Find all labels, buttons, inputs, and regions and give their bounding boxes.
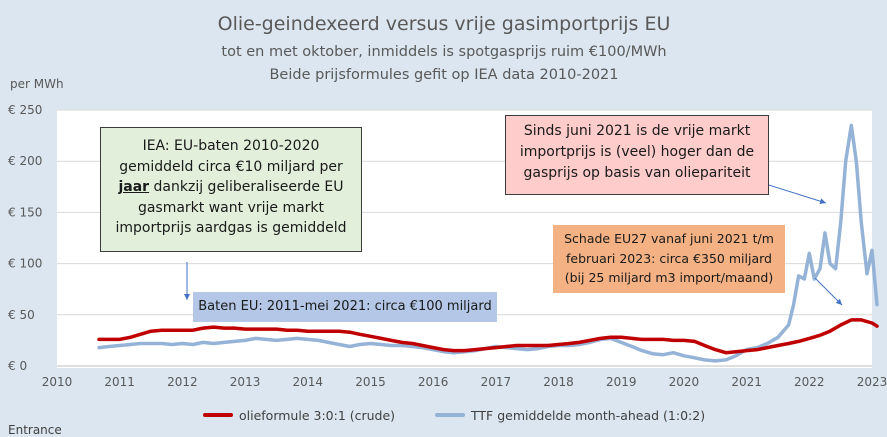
legend-swatch-olie — [203, 413, 233, 417]
x-tick-label: 2013 — [230, 375, 261, 389]
annotation-juni-line-1: Sinds juni 2021 is de vrije markt — [523, 123, 751, 139]
footer-source: Entrance — [8, 423, 62, 437]
annotation-schade-line-3: (bij 25 miljard m3 import/maand) — [564, 270, 774, 285]
x-tick-label: 2021 — [731, 375, 762, 389]
y-tick-label: € 250 — [8, 103, 42, 117]
chart-title: Olie-geindexeerd versus vrije gasimportp… — [218, 13, 671, 35]
annotation-iea-emphasis: jaar — [118, 179, 150, 195]
annotation-iea-box: IEA: EU-baten 2010-2020 gemiddeld circa … — [100, 127, 362, 252]
x-tick-label: 2022 — [794, 375, 825, 389]
annotation-juni-line-3: gasprijs op basis van oliepariteit — [523, 165, 751, 181]
chart-subtitle-1: tot en met oktober, inmiddels is spotgas… — [221, 44, 666, 60]
y-axis-label: per MWh — [10, 77, 64, 91]
legend-swatch-ttf — [435, 413, 465, 417]
x-tick-label: 2014 — [292, 375, 323, 389]
y-tick-label: € 0 — [8, 359, 27, 373]
annotation-juni-box: Sinds juni 2021 is de vrije markt import… — [505, 115, 769, 195]
annotation-schade-line-2: februari 2023: circa €350 miljard — [566, 250, 772, 266]
y-tick-label: € 150 — [8, 205, 42, 219]
x-tick-label: 2023 — [857, 375, 887, 389]
y-tick-label: € 200 — [8, 154, 42, 168]
annotation-iea-line-3-rest: dankzij geliberaliseerde EU — [149, 179, 344, 195]
x-tick-label: 2012 — [167, 375, 198, 389]
legend-label-ttf: TTF gemiddelde month-ahead (1:0:2) — [471, 408, 706, 423]
series-ttf-line — [97, 123, 879, 363]
legend-label-olie: olieformule 3:0:1 (crude) — [239, 408, 396, 423]
x-tick-label: 2016 — [418, 375, 449, 389]
annotation-iea-line-3: jaar dankzij geliberaliseerde EU — [101, 177, 361, 198]
annotation-schade-box: Schade EU27 vanaf juni 2021 t/m februari… — [553, 225, 785, 293]
annotation-iea-line-5: importprijs aardgas is gemiddeld — [115, 220, 347, 236]
x-axis-ticks: 2010 2011 2012 2013 2014 2015 2016 2017 2018 2019… — [42, 375, 887, 389]
chart-subtitle-2: Beide prijsformules gefit op IEA data 20… — [269, 67, 618, 83]
arrow-schade — [814, 277, 843, 306]
x-tick-label: 2019 — [606, 375, 637, 389]
y-tick-label: € 100 — [8, 257, 42, 271]
x-tick-label: 2011 — [104, 375, 135, 389]
x-tick-label: 2018 — [543, 375, 574, 389]
annotation-iea-line-1: IEA: EU-baten 2010-2020 — [142, 138, 320, 154]
annotation-schade-line-1: Schade EU27 vanaf juni 2021 t/m — [564, 231, 774, 246]
x-tick-label: 2017 — [481, 375, 512, 389]
series-olieformule-line — [97, 318, 879, 355]
x-tick-label: 2010 — [42, 375, 73, 389]
annotation-juni-line-2: importprijs is (veel) hoger dan de — [519, 144, 755, 160]
annotation-baten-box: Baten EU: 2011-mei 2021: circa €100 milj… — [193, 292, 497, 322]
y-tick-label: € 50 — [8, 308, 35, 322]
annotation-iea-line-2: gemiddeld circa €10 miljard per — [119, 158, 343, 175]
x-tick-label: 2015 — [355, 375, 386, 389]
series-lines — [97, 123, 879, 363]
x-tick-label: 2020 — [669, 375, 700, 389]
y-axis-ticks: € 0 € 50 € 100 € 150 € 200 € 250 — [8, 103, 42, 373]
annotation-iea-line-4: gasmarkt want vrije markt — [137, 199, 325, 216]
